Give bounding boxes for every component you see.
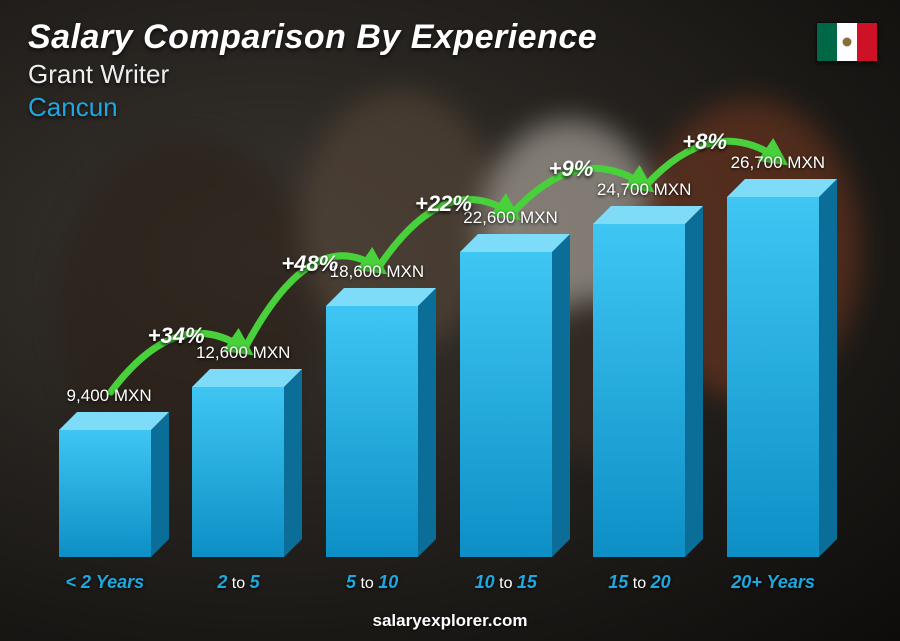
- bar: 9,400 MXN: [50, 430, 160, 557]
- bar-value-label: 18,600 MXN: [330, 262, 425, 282]
- bar: 18,600 MXN: [317, 306, 427, 557]
- country-flag-icon: [816, 22, 878, 62]
- bar-value-label: 22,600 MXN: [463, 208, 557, 228]
- x-axis-label: < 2 Years: [50, 572, 160, 593]
- bar-value-label: 26,700 MXN: [731, 153, 826, 173]
- bar-value-label: 24,700 MXN: [597, 180, 692, 200]
- chart-subtitle: Grant Writer: [28, 59, 597, 90]
- bar: 24,700 MXN: [584, 224, 694, 557]
- bar: 12,600 MXN: [183, 387, 293, 557]
- bar-value-label: 12,600 MXN: [196, 343, 291, 363]
- flag-emblem-icon: [840, 35, 854, 49]
- chart-title: Salary Comparison By Experience: [28, 18, 597, 57]
- x-axis-label: 20+ Years: [718, 572, 828, 593]
- footer-credit: salaryexplorer.com: [0, 611, 900, 631]
- infographic-canvas: Salary Comparison By Experience Grant Wr…: [0, 0, 900, 641]
- chart-location: Cancun: [28, 92, 597, 123]
- bar: 26,700 MXN: [718, 197, 828, 557]
- header: Salary Comparison By Experience Grant Wr…: [28, 18, 597, 123]
- bar-value-label: 9,400 MXN: [67, 386, 152, 406]
- bar-chart: 9,400 MXN12,600 MXN18,600 MXN22,600 MXN2…: [38, 130, 840, 593]
- x-axis-label: 10 to 15: [451, 572, 561, 593]
- bars-container: 9,400 MXN12,600 MXN18,600 MXN22,600 MXN2…: [38, 130, 840, 557]
- bar: 22,600 MXN: [451, 252, 561, 557]
- x-axis-label: 15 to 20: [584, 572, 694, 593]
- x-axis-label: 2 to 5: [183, 572, 293, 593]
- x-axis-labels: < 2 Years 2 to 5 5 to 10 10 to 15 15 to 20 20…: [38, 572, 840, 593]
- x-axis-label: 5 to 10: [317, 572, 427, 593]
